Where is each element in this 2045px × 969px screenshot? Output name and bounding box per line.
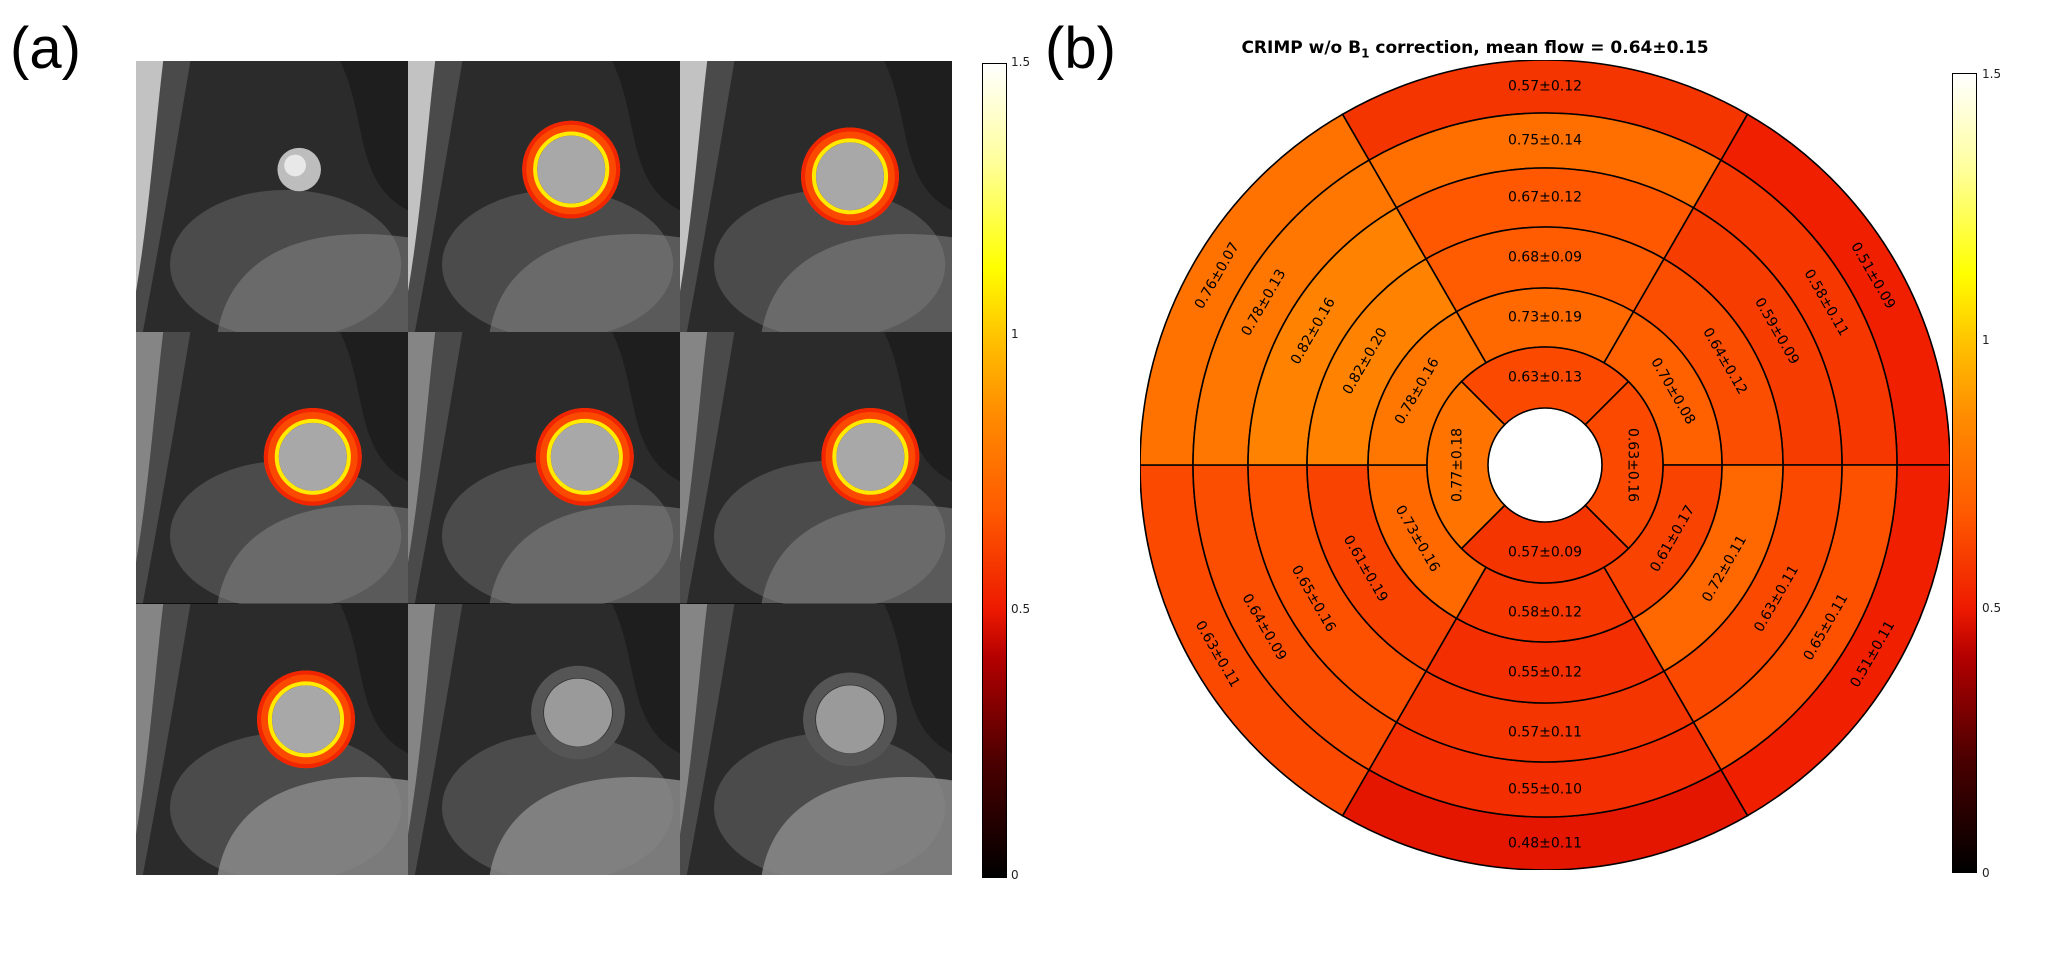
slice-image [408, 61, 680, 333]
slice-image [408, 332, 680, 604]
bullseye-segment [1460, 504, 1630, 584]
chart-title: CRIMP w/o B1 correction, mean flow = 0.6… [1120, 38, 1830, 60]
segment-label: 0.55±0.10 [1508, 782, 1582, 798]
panel-label-b: (b) [1045, 16, 1116, 81]
bullseye-segment [1584, 380, 1664, 550]
slice-image [408, 603, 680, 875]
colorbar-a-tick: 0 [1011, 868, 1019, 882]
slice-image [136, 332, 408, 604]
image-cell [136, 603, 408, 875]
bullseye-chart: 0.57±0.120.51±0.090.51±0.110.48±0.110.63… [1140, 60, 1950, 870]
segment-label: 0.48±0.11 [1508, 836, 1582, 852]
colorbar-b [1952, 73, 1977, 873]
segment-label: 0.57±0.09 [1508, 545, 1582, 561]
segment-label: 0.57±0.11 [1508, 725, 1582, 741]
segment-label: 0.57±0.12 [1508, 79, 1582, 95]
image-cell [408, 61, 680, 333]
segment-label: 0.73±0.19 [1508, 310, 1582, 326]
segment-label: 0.75±0.14 [1508, 133, 1582, 149]
image-cell [408, 332, 680, 604]
bullseye-segment [1426, 380, 1506, 550]
image-cell [136, 61, 408, 333]
segment-label: 0.68±0.09 [1508, 250, 1582, 266]
slice-image [680, 61, 952, 333]
colorbar-a-tick: 1.5 [1011, 55, 1031, 69]
colorbar-b-tick: 1 [1982, 333, 1990, 347]
colorbar-a-tick: 1 [1011, 327, 1019, 341]
slice-image [680, 332, 952, 604]
chart-title-pre: CRIMP w/o B [1241, 38, 1362, 58]
image-cell [136, 332, 408, 604]
colorbar-b-tick: 0 [1982, 866, 1990, 880]
segment-label: 0.55±0.12 [1508, 665, 1582, 681]
colorbar-b-tick: 1.5 [1982, 67, 2002, 81]
slice-image [136, 61, 408, 333]
slice-image [136, 603, 408, 875]
image-cell [408, 603, 680, 875]
colorbar-b-tick: 0.5 [1982, 601, 2002, 615]
segment-label: 0.63±0.13 [1508, 370, 1582, 386]
panel-label-a: (a) [10, 16, 81, 81]
bullseye-segment [1460, 346, 1630, 426]
segment-label: 0.58±0.12 [1508, 605, 1582, 621]
segment-label: 0.77±0.18 [1450, 428, 1466, 502]
chart-title-post: correction, mean flow = 0.64±0.15 [1369, 38, 1709, 58]
image-cell [680, 603, 952, 875]
chart-title-sub: 1 [1361, 46, 1370, 61]
slice-image [680, 603, 952, 875]
image-grid [136, 61, 952, 875]
image-cell [680, 61, 952, 333]
segment-label: 0.67±0.12 [1508, 190, 1582, 206]
colorbar-a [982, 63, 1007, 878]
image-cell [680, 332, 952, 604]
colorbar-a-tick: 0.5 [1011, 602, 1031, 616]
segment-label: 0.63±0.16 [1625, 428, 1641, 502]
